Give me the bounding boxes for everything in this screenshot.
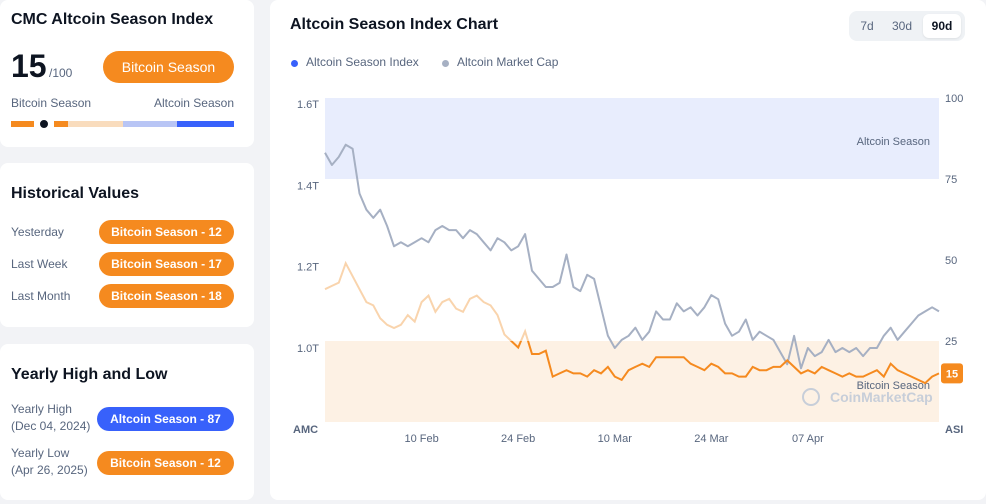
legend-label-amc[interactable]: Altcoin Market Cap bbox=[457, 55, 559, 69]
watermark-text: CoinMarketCap bbox=[830, 389, 933, 405]
x-axis-tick: 07 Apr bbox=[792, 433, 824, 445]
yearly-low-value: Bitcoin Season - 12 bbox=[97, 451, 234, 475]
historical-row-value: Bitcoin Season - 18 bbox=[99, 284, 234, 308]
zone-band-bitcoin bbox=[325, 341, 939, 422]
yearly-high-value: Altcoin Season - 87 bbox=[97, 407, 234, 431]
scale-label-altcoin: Altcoin Season bbox=[153, 96, 234, 110]
series-line-asi-above bbox=[324, 260, 530, 341]
left-axis-tick: 1.2T bbox=[297, 262, 319, 274]
historical-row-value: Bitcoin Season - 17 bbox=[99, 252, 234, 276]
historical-title: Historical Values bbox=[11, 185, 140, 202]
yearly-high-low-card: Yearly High and Low Yearly High (Dec 04,… bbox=[0, 344, 254, 500]
scale-indicator-dot bbox=[38, 118, 50, 130]
zone-label-bitcoin: Bitcoin Season bbox=[857, 380, 930, 392]
scale-segment-bitcoin-2 bbox=[54, 121, 68, 127]
chart-title: Altcoin Season Index Chart bbox=[290, 16, 499, 33]
yearly-low-label: Yearly Low bbox=[11, 446, 70, 460]
series-line-altcoin-market-cap bbox=[324, 143, 940, 370]
yearly-high-label: Yearly High bbox=[11, 402, 72, 416]
x-axis-tick: 24 Feb bbox=[501, 433, 535, 445]
series-line-asi-below bbox=[509, 341, 940, 385]
scale-segment-neutral-btc bbox=[68, 121, 123, 127]
coinmarketcap-logo-icon bbox=[802, 388, 820, 406]
left-axis-tick: 1.0T bbox=[297, 343, 319, 355]
altcoin-season-chart: Altcoin Season Bitcoin Season 1.6T 1.4T 1.2T… bbox=[293, 93, 963, 445]
chart-card: Altcoin Season Index Chart 7d 30d 90d Al… bbox=[270, 0, 986, 500]
right-axis-label: ASI bbox=[945, 424, 963, 436]
range-button-30d[interactable]: 30d bbox=[891, 19, 913, 33]
right-axis-tick: 50 bbox=[945, 255, 957, 267]
legend-dot-icon bbox=[291, 60, 298, 67]
historical-row-label: Last Month bbox=[11, 289, 71, 303]
x-axis-tick: 24 Mar bbox=[694, 433, 729, 445]
legend-label-asi[interactable]: Altcoin Season Index bbox=[306, 55, 419, 69]
right-axis-tick: 25 bbox=[945, 336, 957, 348]
scale-segment-neutral-alt bbox=[123, 121, 177, 127]
historical-row-label: Last Week bbox=[11, 257, 68, 271]
historical-values-card: Historical Values Yesterday Bitcoin Seas… bbox=[0, 163, 254, 327]
current-value-label: 15 bbox=[946, 368, 958, 380]
legend-dot-icon bbox=[442, 60, 449, 67]
historical-row-value: Bitcoin Season - 12 bbox=[99, 220, 234, 244]
scale-label-bitcoin: Bitcoin Season bbox=[11, 96, 92, 110]
yearly-high-date: (Dec 04, 2024) bbox=[11, 419, 91, 433]
yearly-title: Yearly High and Low bbox=[11, 366, 168, 383]
zone-band-altcoin bbox=[325, 98, 939, 179]
scale-segment-bitcoin bbox=[11, 121, 34, 127]
yearly-low-date: (Apr 26, 2025) bbox=[11, 463, 88, 477]
season-status-badge: Bitcoin Season bbox=[103, 51, 234, 83]
left-axis-tick: 1.6T bbox=[297, 99, 319, 111]
x-axis-tick: 10 Mar bbox=[598, 433, 633, 445]
current-value-badge bbox=[941, 363, 963, 384]
zone-label-altcoin: Altcoin Season bbox=[857, 136, 930, 148]
right-axis-tick: 100 bbox=[945, 93, 963, 105]
index-max: /100 bbox=[49, 66, 73, 80]
left-axis-tick: 1.4T bbox=[297, 180, 319, 192]
left-axis-label: AMC bbox=[293, 424, 318, 436]
range-button-90d[interactable]: 90d bbox=[923, 14, 961, 38]
index-value: 15 bbox=[11, 48, 47, 84]
historical-row-label: Yesterday bbox=[11, 225, 64, 239]
right-axis-tick: 75 bbox=[945, 174, 957, 186]
altcoin-season-index-card: CMC Altcoin Season Index 15 /100 Bitcoin… bbox=[0, 0, 254, 147]
x-axis-tick: 10 Feb bbox=[404, 433, 438, 445]
scale-segment-altcoin bbox=[177, 121, 234, 127]
time-range-selector: 7d 30d 90d bbox=[849, 11, 965, 41]
range-button-7d[interactable]: 7d bbox=[860, 19, 874, 33]
index-card-title: CMC Altcoin Season Index bbox=[11, 11, 214, 28]
